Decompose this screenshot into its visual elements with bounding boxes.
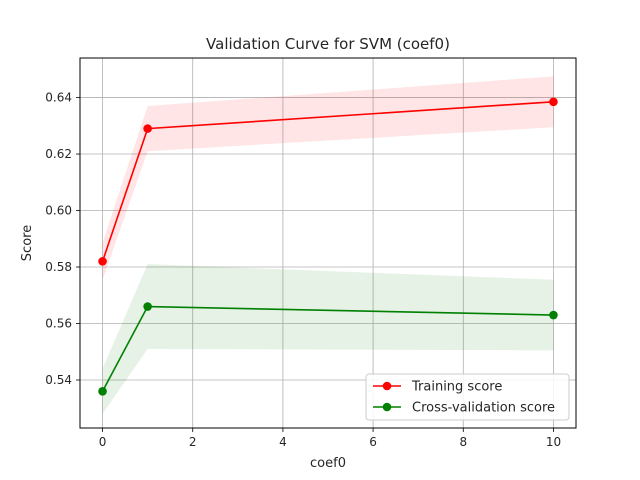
point-series-0 xyxy=(143,124,152,133)
confidence-bands xyxy=(102,76,554,414)
x-tick-label: 6 xyxy=(369,435,377,449)
y-tick-label: 0.60 xyxy=(45,204,72,218)
point-series-1 xyxy=(98,386,107,396)
x-axis-ticks: 0 2 4 6 8 10 xyxy=(99,428,561,449)
legend-entry-label: Training score xyxy=(411,380,502,395)
x-tick-label: 4 xyxy=(279,435,287,449)
point-series-0 xyxy=(98,257,107,266)
y-tick-label: 0.64 xyxy=(45,91,72,105)
plot-area-frame xyxy=(79,57,577,429)
y-tick-label: 0.62 xyxy=(45,147,72,161)
point-series-1 xyxy=(549,310,558,320)
legend-marker xyxy=(382,381,392,391)
y-axis-label: Score xyxy=(20,225,35,261)
legend-box xyxy=(365,373,570,421)
y-tick-label: 0.58 xyxy=(45,260,72,274)
y-tick-label: 0.56 xyxy=(45,316,72,330)
legend-marker xyxy=(382,402,392,412)
x-tick-label: 0 xyxy=(99,435,107,449)
x-tick-label: 2 xyxy=(189,435,197,449)
chart-title: Validation Curve for SVM (coef0) xyxy=(206,35,450,53)
band-series-0 xyxy=(102,76,554,280)
legend-entry-label: Cross-validation score xyxy=(412,401,555,416)
y-tick-label: 0.54 xyxy=(45,373,72,387)
point-series-0 xyxy=(549,97,558,107)
legend: Training score Cross-validation score xyxy=(365,373,570,421)
x-tick-label: 10 xyxy=(546,435,561,449)
series-points xyxy=(98,97,558,396)
point-series-1 xyxy=(143,302,152,311)
y-axis-ticks: 0.54 0.56 0.58 0.60 0.62 0.64 xyxy=(45,91,80,387)
band-series-1 xyxy=(102,264,554,414)
x-axis-label: coef0 xyxy=(310,456,346,471)
x-tick-label: 8 xyxy=(459,435,467,449)
